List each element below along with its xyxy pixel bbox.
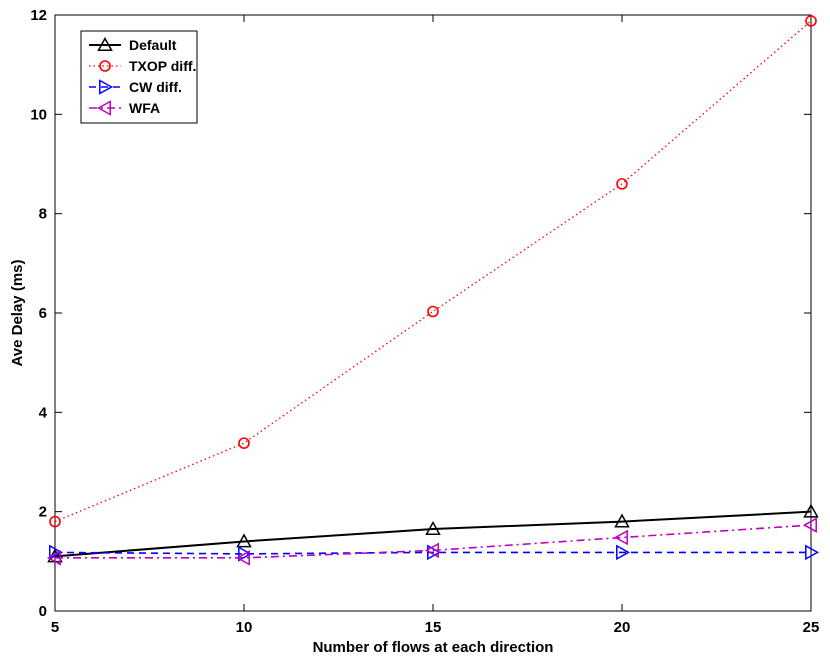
data-point-wfa <box>613 529 628 546</box>
data-point-wfa <box>46 550 61 566</box>
x-tick-label: 25 <box>803 619 820 636</box>
y-tick-label: 4 <box>39 404 48 421</box>
x-tick-label: 20 <box>614 619 631 636</box>
legend-label: CW diff. <box>129 79 182 95</box>
x-tick-label: 10 <box>236 619 253 636</box>
legend-marker <box>99 60 111 72</box>
y-tick-label: 6 <box>39 305 47 322</box>
data-point-txop-diff <box>805 15 817 27</box>
legend-item-wfa: WFA <box>89 100 160 116</box>
legend-label: WFA <box>129 100 160 116</box>
legend-item-default: Default <box>89 36 177 53</box>
data-point-default <box>803 503 819 518</box>
data-point-wfa <box>424 542 439 559</box>
legend-item-cw-diff: CW diff. <box>89 79 182 95</box>
y-tick-label: 2 <box>39 504 47 521</box>
x-tick-label: 15 <box>425 619 442 636</box>
data-point-txop-diff <box>49 515 61 528</box>
y-tick-label: 12 <box>30 7 47 24</box>
x-tick-label: 5 <box>51 619 59 636</box>
x-axis-label: Number of flows at each direction <box>313 639 554 656</box>
legend-marker <box>96 100 111 116</box>
series-line-default <box>54 510 812 558</box>
series-txop-diff <box>49 15 817 528</box>
data-point-cw-diff <box>427 544 442 561</box>
legend-item-txop-diff: TXOP diff. <box>89 58 196 74</box>
data-point-default <box>236 533 252 548</box>
y-tick-label: 8 <box>39 206 47 223</box>
data-point-cw-diff <box>238 546 253 562</box>
data-point-wfa <box>235 550 250 566</box>
legend-marker <box>99 79 114 95</box>
y-tick-label: 10 <box>30 106 47 123</box>
data-point-default <box>614 513 630 528</box>
y-tick-label: 0 <box>39 603 47 620</box>
data-point-cw-diff <box>805 544 820 561</box>
y-axis-label: Ave Delay (ms) <box>9 260 26 367</box>
data-point-txop-diff <box>427 305 439 318</box>
series-line-txop-diff <box>54 20 812 523</box>
data-point-txop-diff <box>238 437 250 449</box>
data-point-default <box>425 521 441 535</box>
series-line-cw-diff <box>54 551 811 555</box>
legend: Default TXOP diff. CW diff. WFA <box>80 30 198 124</box>
series-cw-diff <box>49 544 820 562</box>
data-point-wfa <box>802 517 817 533</box>
legend-label: TXOP diff. <box>129 58 196 74</box>
legend-label: Default <box>129 37 177 53</box>
data-point-txop-diff <box>616 178 628 190</box>
legend-marker <box>97 36 113 51</box>
series-wfa <box>46 517 817 566</box>
series-line-wfa <box>55 524 812 559</box>
data-point-cw-diff <box>616 544 631 561</box>
data-point-cw-diff <box>49 544 64 561</box>
